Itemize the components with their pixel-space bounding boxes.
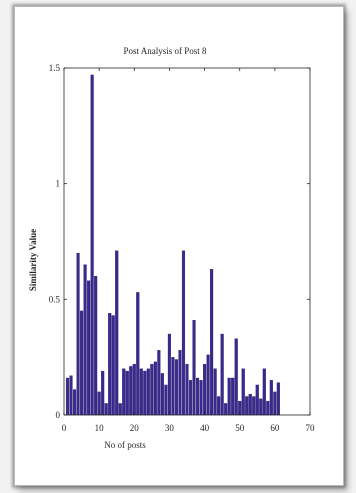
bar xyxy=(153,361,157,416)
bar xyxy=(269,380,273,416)
bar xyxy=(217,396,221,416)
bars-group xyxy=(65,74,280,416)
bar xyxy=(178,350,182,416)
bar xyxy=(252,396,256,416)
bar xyxy=(157,350,161,416)
bar xyxy=(203,363,207,416)
bar xyxy=(164,384,168,416)
bar xyxy=(245,396,249,416)
bar xyxy=(185,363,189,416)
bar xyxy=(181,250,186,416)
bar xyxy=(115,250,119,416)
bar xyxy=(132,363,136,416)
bar xyxy=(83,264,87,416)
bar-chart: Post Analysis of Post 8 0 10 20 30 40 50 60 70 … xyxy=(28,46,315,450)
x-tick-label: 0 xyxy=(62,423,67,433)
bar xyxy=(94,276,98,416)
bar xyxy=(224,403,228,416)
y-tick-label: 1 xyxy=(56,179,61,189)
bar xyxy=(174,359,179,416)
bar xyxy=(122,368,126,416)
x-tick-label: 50 xyxy=(235,423,245,433)
bar xyxy=(125,370,129,416)
bar xyxy=(76,252,80,416)
bar xyxy=(139,368,143,416)
bar xyxy=(262,368,266,416)
y-tick-label: 0.5 xyxy=(49,294,61,304)
bar xyxy=(206,354,210,416)
y-axis-ticks: 0 0.5 1 1.5 xyxy=(49,63,310,420)
bar xyxy=(87,280,91,416)
y-tick-label: 0 xyxy=(56,410,61,420)
x-tick-label: 40 xyxy=(200,423,210,433)
bar xyxy=(65,377,70,416)
bar xyxy=(97,391,101,416)
bar xyxy=(188,380,193,416)
bar xyxy=(146,368,150,416)
bar xyxy=(143,370,147,416)
bar xyxy=(266,400,270,416)
bar xyxy=(118,403,122,416)
bar xyxy=(248,394,252,416)
bar xyxy=(241,368,245,416)
x-tick-label: 70 xyxy=(306,423,316,433)
bar xyxy=(255,384,259,416)
x-axis-label: No of posts xyxy=(104,440,146,450)
bar xyxy=(227,377,231,416)
bar xyxy=(192,319,196,416)
bar xyxy=(276,382,280,416)
bar xyxy=(69,375,73,416)
bar xyxy=(171,357,175,416)
x-tick-label: 30 xyxy=(165,423,175,433)
bar xyxy=(195,377,200,416)
bar xyxy=(136,292,140,416)
bar xyxy=(160,373,164,416)
bar xyxy=(80,310,84,416)
y-axis-label: Similarity Value xyxy=(28,229,38,291)
bar xyxy=(104,403,108,416)
bar xyxy=(199,380,203,416)
bar xyxy=(167,333,171,416)
y-tick-label: 1.5 xyxy=(49,63,61,73)
x-tick-label: 20 xyxy=(130,423,140,433)
plot-area-box xyxy=(63,67,311,416)
bar xyxy=(129,366,133,416)
x-tick-label: 10 xyxy=(95,423,105,433)
figure-frame: Post Analysis of Post 8 0 10 20 30 40 50 60 70 … xyxy=(14,6,344,486)
bar xyxy=(231,377,235,416)
bar xyxy=(213,368,217,416)
bar xyxy=(111,315,115,416)
x-tick-label: 60 xyxy=(270,423,280,433)
bar xyxy=(150,363,154,416)
bar xyxy=(108,313,112,416)
bar xyxy=(101,370,105,416)
chart-title: Post Analysis of Post 8 xyxy=(123,46,207,56)
x-axis-ticks: 0 10 20 30 40 50 60 70 xyxy=(62,68,315,433)
bar xyxy=(210,269,214,416)
bar xyxy=(72,389,77,416)
bar xyxy=(273,391,277,416)
bar xyxy=(90,74,94,416)
bar xyxy=(234,338,238,416)
bar xyxy=(259,398,263,416)
bar xyxy=(220,333,224,416)
